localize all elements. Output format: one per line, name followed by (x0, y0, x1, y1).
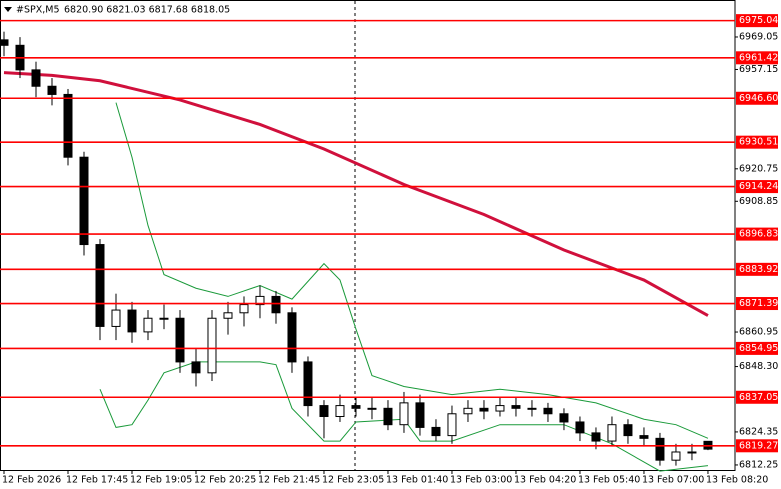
level-label: 6871.39 (739, 298, 778, 309)
level-label: 6896.83 (739, 229, 778, 240)
level-label-box (736, 51, 778, 65)
menu-icon (4, 7, 12, 12)
candle-body (655, 437, 665, 461)
x-tick-label: 12 Feb 2026 (2, 475, 61, 486)
x-tick-label: 12 Feb 17:45 (66, 475, 128, 486)
candle-body (671, 451, 681, 461)
x-tick-label: 13 Feb 07:00 (642, 475, 704, 486)
x-tick-label: 13 Feb 03:00 (450, 475, 512, 486)
candle-body (687, 451, 697, 454)
candle-body (575, 421, 585, 434)
candle-body (607, 424, 617, 442)
level-label: 6930.51 (739, 137, 778, 148)
candle-body (287, 312, 297, 363)
candle-body (383, 407, 393, 426)
candle-body (527, 407, 537, 410)
level-label-box (736, 227, 778, 241)
x-tick-label: 13 Feb 04:20 (514, 475, 576, 486)
level-label: 6975.04 (739, 15, 778, 26)
candle-body (623, 424, 633, 437)
level-label: 6854.95 (739, 343, 778, 354)
candle-body (495, 405, 505, 412)
candle-body (31, 69, 41, 87)
x-tick-label: 13 Feb 05:40 (578, 475, 640, 486)
level-label-box (736, 390, 778, 404)
candle-body (47, 85, 57, 95)
x-tick-label: 13 Feb 08:20 (706, 475, 768, 486)
level-label: 6819.27 (739, 440, 778, 451)
x-tick-label: 12 Feb 19:05 (130, 475, 192, 486)
level-label: 6914.24 (739, 181, 778, 192)
level-label: 6961.42 (739, 52, 778, 63)
candle-body (367, 407, 377, 410)
level-label-box (736, 341, 778, 355)
chart-title: #SPX,M5 (16, 5, 60, 16)
candle-body (63, 93, 73, 158)
y-tick-label: 6969.05 (739, 31, 778, 42)
level-label-box (736, 297, 778, 311)
level-label: 6946.60 (739, 93, 778, 104)
y-tick-label: 6920.75 (739, 163, 778, 174)
y-tick-label: 6860.95 (739, 327, 778, 338)
candle-body (351, 405, 361, 409)
level-label-box (736, 180, 778, 194)
candle-body (431, 426, 441, 437)
level-label-box (736, 262, 778, 276)
candle-body (543, 407, 553, 415)
candle-body (0, 39, 9, 46)
candle-body (447, 413, 457, 437)
chart-subtitle: 6820.90 6821.03 6817.68 6818.05 (64, 5, 230, 16)
plot-area: 6969.05 6957.15 6920.75 6908.85 6860.95 6848.… (0, 14, 778, 486)
level-label: 6837.05 (739, 392, 778, 403)
level-label-box (736, 135, 778, 149)
candle-body (399, 402, 409, 426)
candle-body (239, 304, 249, 314)
candle-body (511, 405, 521, 409)
indicator-line (99, 361, 709, 472)
candle-body (463, 407, 473, 415)
candle-body (271, 295, 281, 314)
candle-body (143, 317, 153, 333)
x-tick-label: 12 Feb 20:25 (194, 475, 256, 486)
candle-body (319, 405, 329, 418)
candle-body (159, 317, 169, 320)
y-tick-label: 6824.35 (739, 426, 778, 437)
candle-body (111, 309, 121, 327)
candle-body (559, 413, 569, 423)
candle-body (207, 317, 217, 374)
y-tick-label: 6848.30 (739, 361, 778, 372)
plot-frame (0, 0, 736, 471)
level-label-box (736, 14, 778, 28)
y-tick-label: 6908.85 (739, 196, 778, 207)
candle-body (95, 244, 105, 327)
y-tick-label: 6957.15 (739, 64, 778, 75)
candle-body (175, 317, 185, 363)
level-label: 6883.92 (739, 264, 778, 275)
level-label-box (736, 439, 778, 453)
x-tick-label: 13 Feb 01:40 (386, 475, 448, 486)
candle-body (127, 309, 137, 333)
candle-body (255, 295, 265, 306)
candle-body (639, 435, 649, 439)
indicator-line (3, 71, 709, 317)
candle-body (335, 405, 345, 418)
x-tick-label: 12 Feb 21:45 (258, 475, 320, 486)
candle-body (303, 361, 313, 407)
y-tick-label: 6812.25 (739, 459, 778, 470)
candle-body (79, 156, 89, 246)
level-label-box (736, 91, 778, 105)
candle-body (223, 312, 233, 319)
candle-body (591, 432, 601, 442)
x-tick-label: 12 Feb 23:05 (322, 475, 384, 486)
indicator-line (115, 102, 709, 439)
candle-body (191, 361, 201, 374)
candle-body (415, 402, 425, 428)
candle-body (479, 407, 489, 412)
